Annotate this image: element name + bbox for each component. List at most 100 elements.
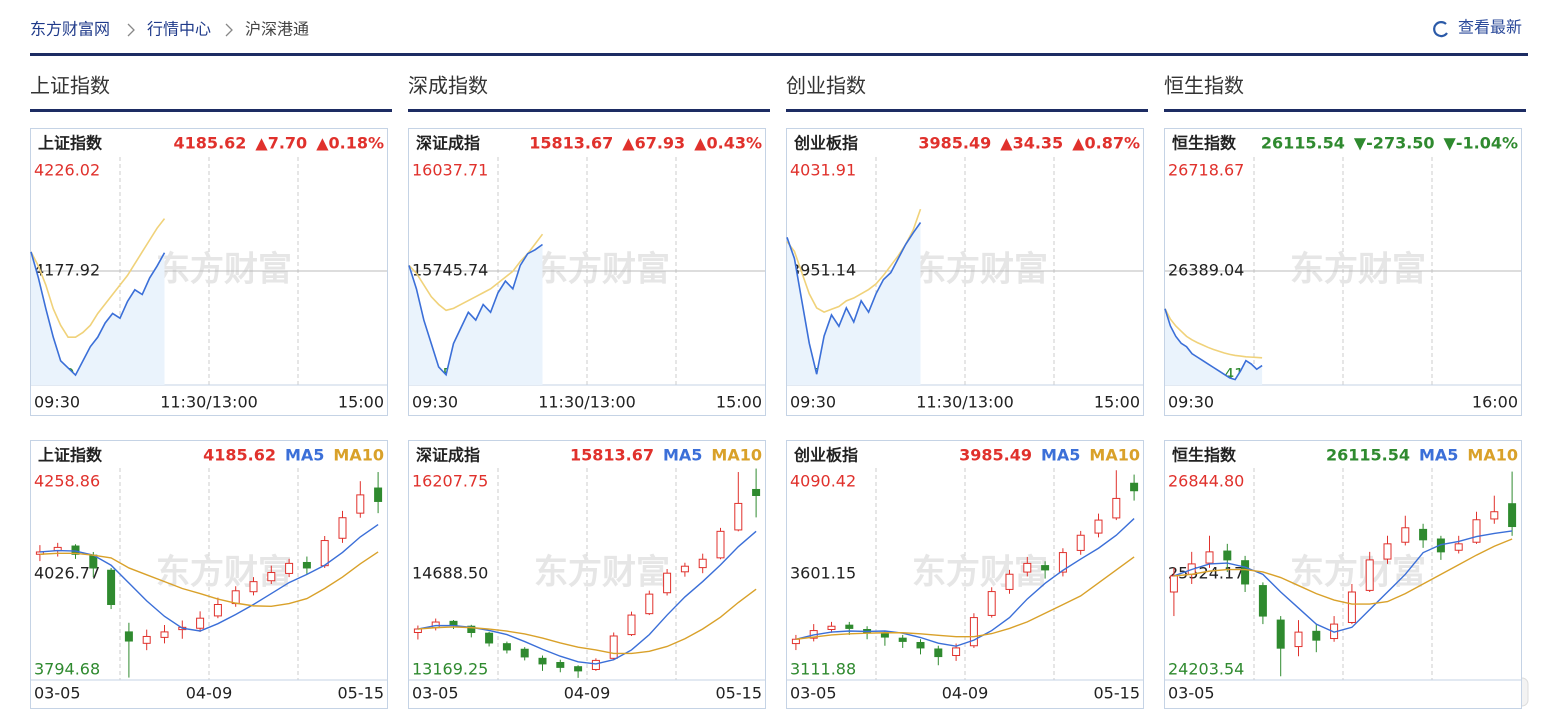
candle-body (213, 603, 222, 617)
legend-entry: MA10 (1089, 446, 1140, 465)
y-tick-label: 16207.75 (412, 472, 488, 491)
y-tick-label: 14688.50 (412, 564, 488, 583)
section-title: 上证指数 (30, 74, 110, 98)
section-rule (786, 109, 1148, 112)
y-tick-label: 3951.14 (790, 261, 856, 280)
candle-body (467, 625, 476, 634)
legend-entry: MA5 (1419, 446, 1458, 465)
header-rule (30, 53, 1528, 56)
y-tick-label: 26844.80 (1168, 472, 1244, 491)
section-rule (1164, 109, 1526, 112)
price-line (786, 222, 922, 375)
candle-body (556, 662, 565, 668)
candle-body (880, 633, 889, 638)
candle-body (1419, 528, 1428, 541)
candle-body (267, 572, 276, 582)
y-tick-label: 4026.77 (34, 564, 100, 583)
header-value: ▼-1.04% (1444, 134, 1518, 153)
candle-body (71, 545, 80, 555)
candle-body (338, 517, 347, 539)
index-name: 上证指数 (38, 134, 103, 153)
y-tick-label: 4090.42 (790, 472, 856, 491)
candle-body (485, 632, 494, 644)
watermark: 东方财富 (534, 250, 670, 290)
y-tick-label: 16037.71 (412, 161, 488, 180)
candle-body (1312, 630, 1321, 641)
header-value: 15813.67 (529, 134, 613, 153)
avg-line (30, 218, 166, 338)
section-title: 深成指数 (408, 74, 488, 98)
header-value: ▲34.35 (1000, 134, 1063, 153)
header-value: 26115.54 (1326, 446, 1410, 465)
price-line (408, 243, 543, 377)
candle-body (609, 635, 618, 659)
candle-body (934, 648, 943, 658)
candle-body (845, 624, 854, 629)
price-area (1165, 308, 1263, 385)
candle-body (1076, 534, 1085, 551)
candle-body (645, 593, 654, 615)
candle-body (1205, 551, 1214, 564)
y-tick-label: 4177.92 (34, 261, 100, 280)
breadcrumb-link[interactable]: 东方财富网 (30, 20, 110, 39)
candle-body (1005, 573, 1014, 590)
candle-body (196, 617, 205, 629)
candle-body (1347, 591, 1356, 623)
legend-entry: MA10 (1467, 446, 1518, 465)
legend-entry: MA10 (333, 446, 384, 465)
y-tick-label: 26389.04 (1168, 261, 1244, 280)
refresh-link[interactable]: 查看最新 (1458, 18, 1522, 37)
candle-body (791, 638, 800, 645)
candle-body (1294, 631, 1303, 648)
candle-body (1241, 560, 1250, 585)
candle-body (124, 631, 133, 642)
y-tick-label: 24203.54 (1168, 660, 1244, 679)
candle-body (285, 562, 294, 574)
y-tick-label: 3601.15 (790, 564, 856, 583)
index-name: 上证指数 (38, 446, 103, 465)
x-tick-label: 15:00 (716, 393, 762, 412)
candle-body (698, 558, 707, 569)
candle-body (1041, 565, 1050, 571)
candle-body (734, 502, 743, 531)
candle-body (1436, 538, 1445, 553)
section-title: 恒生指数 (1164, 74, 1244, 98)
watermark: 东方财富 (534, 553, 670, 593)
refresh-icon[interactable] (1433, 21, 1448, 38)
y-tick-label: 15745.74 (412, 261, 488, 280)
index-name: 创业板指 (793, 134, 858, 153)
header-value: ▲0.43% (694, 134, 762, 153)
price-area (409, 244, 543, 385)
candle-body (1130, 482, 1139, 492)
candle-body (1223, 550, 1232, 561)
y-tick-label: 3794.68 (34, 660, 100, 679)
index-name: 恒生指数 (1172, 446, 1237, 465)
header-value: ▼-273.50 (1354, 134, 1435, 153)
x-tick-label: 09:30 (1168, 393, 1214, 412)
candle-body (1454, 543, 1463, 551)
candle-body (752, 488, 761, 496)
candle-body (1365, 559, 1374, 591)
candle-body (1112, 497, 1121, 519)
breadcrumb-separator (127, 23, 135, 37)
candle-body (142, 635, 151, 644)
ma-line (417, 588, 757, 655)
section-rule (30, 109, 392, 112)
candle-body (538, 657, 547, 665)
candle-body (1058, 552, 1067, 573)
x-tick-label: 04-09 (186, 684, 233, 703)
candle-body (1401, 527, 1410, 543)
candle-body (107, 569, 116, 605)
breadcrumb-link[interactable]: 行情中心 (147, 20, 211, 39)
candle-body (1023, 562, 1032, 573)
candle-body (160, 631, 169, 638)
price-area (31, 251, 165, 385)
header-value: ▲0.18% (316, 134, 384, 153)
watermark: 东方财富 (912, 250, 1048, 290)
candle-body (231, 590, 240, 605)
y-tick-label: 4031.91 (790, 161, 856, 180)
header-value: 15813.67 (570, 446, 654, 465)
ma-line (795, 556, 1135, 640)
ma-line (1173, 530, 1513, 633)
x-tick-label: 11:30/13:00 (538, 393, 636, 412)
